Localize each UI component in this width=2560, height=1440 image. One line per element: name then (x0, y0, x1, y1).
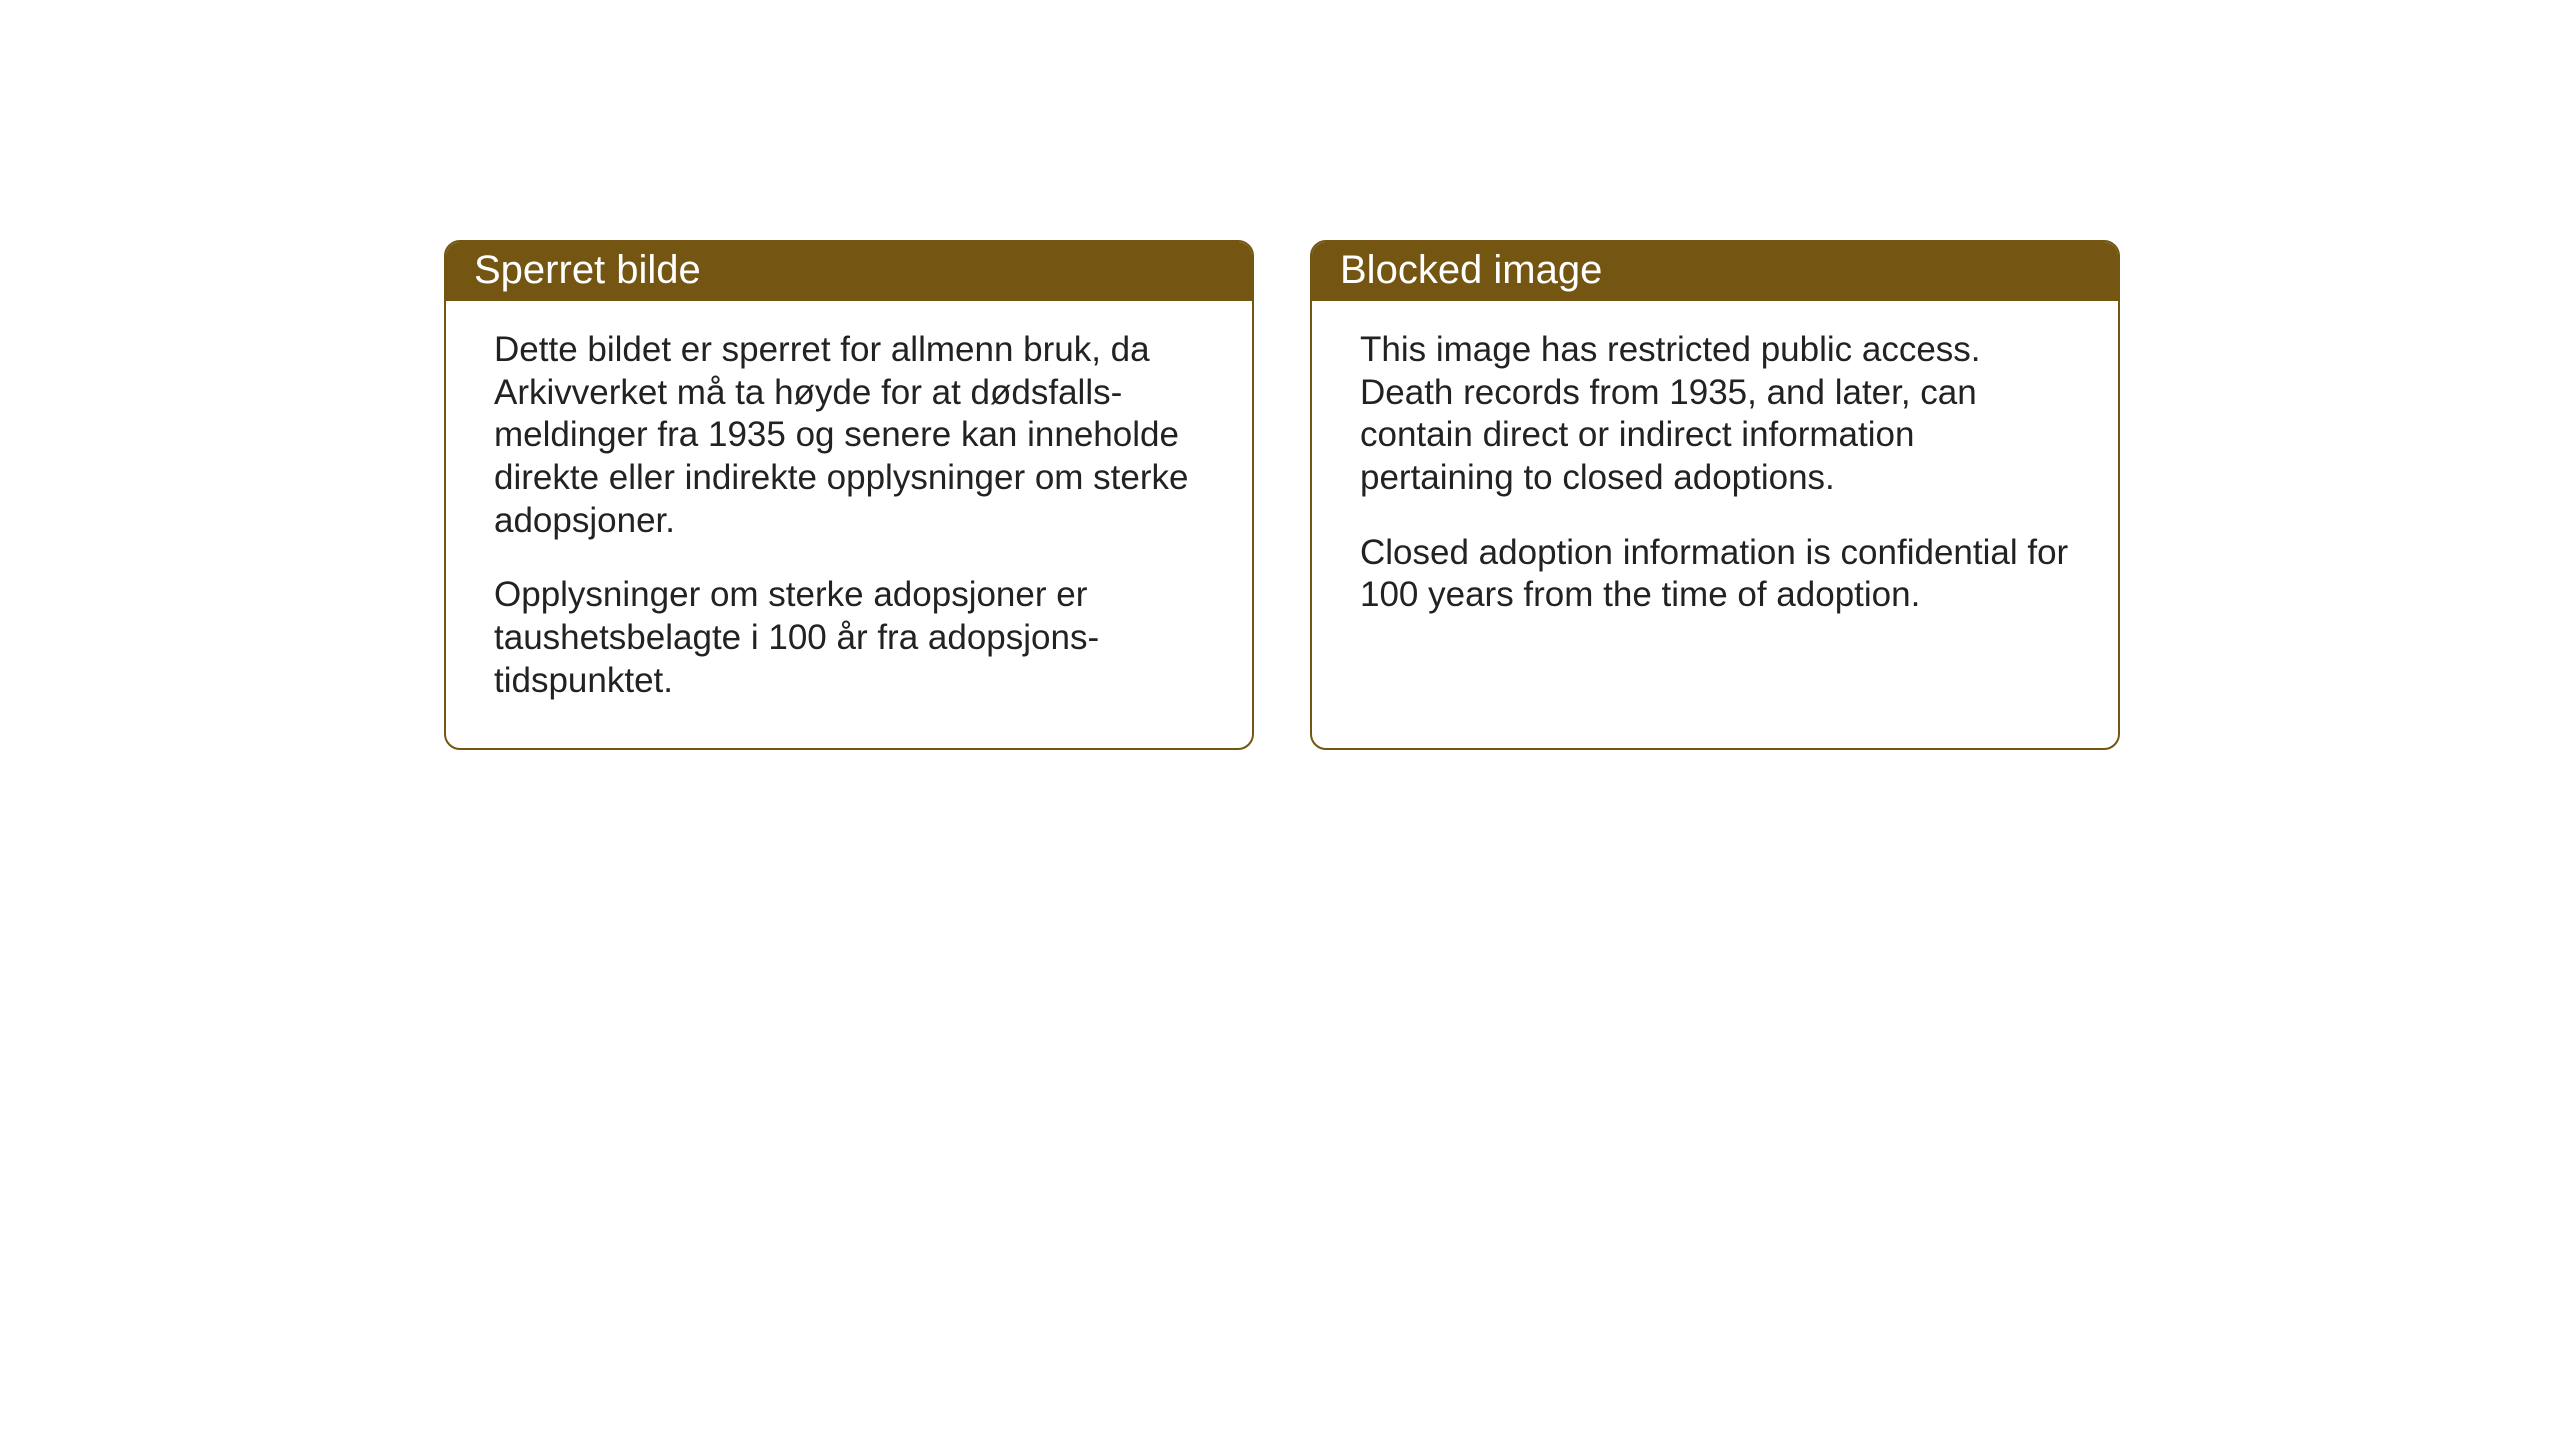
notice-paragraph: Opplysninger om sterke adopsjoner er tau… (494, 574, 1204, 702)
notice-paragraph: Closed adoption information is confident… (1360, 532, 2070, 617)
notice-paragraph: Dette bildet er sperret for allmenn bruk… (494, 329, 1204, 542)
notice-body-english: This image has restricted public access.… (1312, 301, 2118, 653)
notice-paragraph: This image has restricted public access.… (1360, 329, 2070, 500)
notice-card-english: Blocked image This image has restricted … (1310, 240, 2120, 750)
notice-header-english: Blocked image (1312, 242, 2118, 301)
notice-container: Sperret bilde Dette bildet er sperret fo… (444, 240, 2120, 750)
notice-card-norwegian: Sperret bilde Dette bildet er sperret fo… (444, 240, 1254, 750)
notice-header-norwegian: Sperret bilde (446, 242, 1252, 301)
notice-body-norwegian: Dette bildet er sperret for allmenn bruk… (446, 301, 1252, 739)
